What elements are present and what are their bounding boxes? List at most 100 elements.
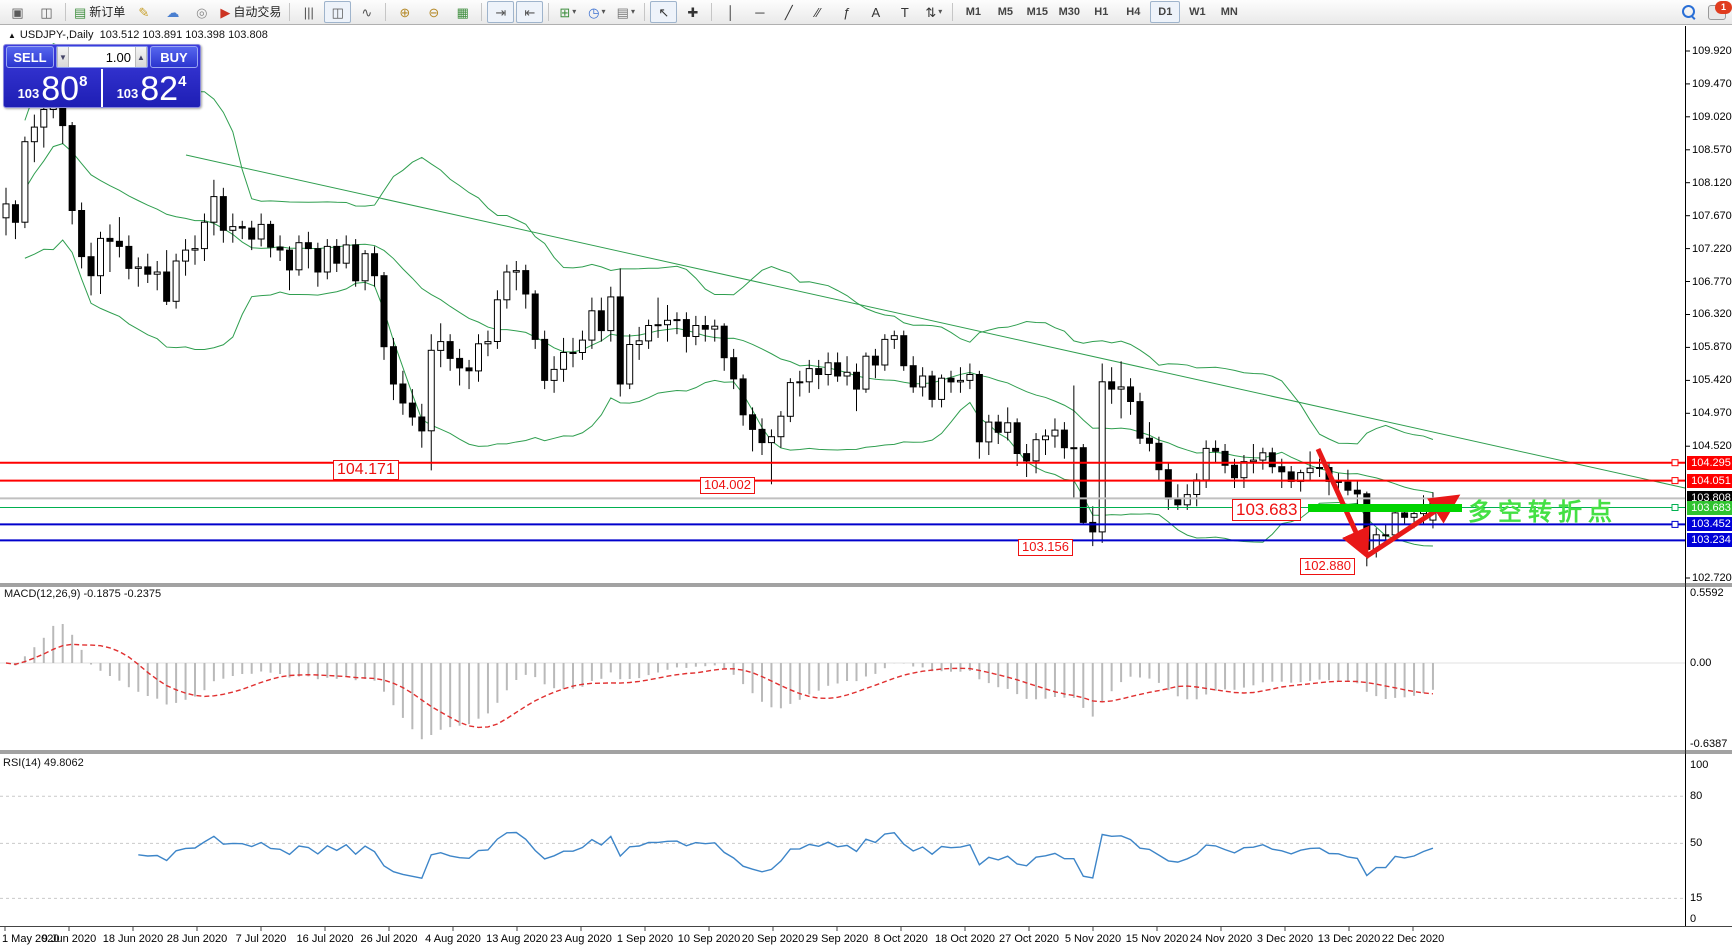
chart-title: ▲ USDJPY-,Daily 103.512 103.891 103.398 1… (8, 29, 268, 41)
date-axis-label: 10 Sep 2020 (677, 933, 741, 945)
sell-price[interactable]: 103 80 8 (4, 69, 103, 107)
vline-tool-button[interactable]: │ (717, 1, 744, 23)
arrows-tool-icon: ⇅ (925, 4, 937, 20)
pivot-note-text[interactable]: 多空转折点 (1468, 499, 1618, 526)
hline-tool-icon: ─ (755, 4, 765, 20)
volume-increase-button[interactable]: ▲ (135, 47, 147, 67)
price-tag[interactable]: 104.002 (700, 477, 755, 494)
indicators-add-icon: ⊞ (559, 4, 571, 20)
channel-tool-icon: ∕∕ (815, 4, 820, 20)
tf-D1-button[interactable]: D1 (1150, 1, 1181, 23)
autotrading-icon: ▶ (220, 4, 231, 20)
date-axis-label: 15 Nov 2020 (1125, 933, 1189, 945)
y-axis-tick: 106.770 (1692, 275, 1732, 288)
tile-windows-button[interactable]: ▦ (449, 1, 476, 23)
indicators-add-caret-icon: ▾ (572, 7, 577, 16)
crosshair-button[interactable]: ✚ (679, 1, 706, 23)
community-button[interactable]: ☁ (159, 1, 186, 23)
tf-H1-button[interactable]: H1 (1094, 5, 1109, 18)
macd-axis-tick: 0.5592 (1690, 587, 1724, 599)
buy-price[interactable]: 103 82 4 (103, 69, 200, 107)
chart-line-icon: ∿ (361, 4, 373, 20)
buy-price-figure: 103 (116, 86, 139, 101)
toolbar-separator (711, 3, 713, 21)
profiles-icon: ◫ (40, 4, 53, 20)
chart-shift-button[interactable]: ⇤ (516, 1, 544, 23)
y-axis-tick: 105.420 (1692, 374, 1732, 387)
pivot-highlight-bar[interactable] (1308, 504, 1462, 512)
y-axis-tick: 109.470 (1692, 77, 1732, 90)
tf-MN-button[interactable]: MN (1220, 5, 1238, 18)
tf-M5-button[interactable]: M5 (997, 5, 1013, 18)
notifications-icon[interactable]: 1 (1708, 0, 1732, 20)
chart-candles-button[interactable]: ◫ (324, 1, 352, 23)
price-axis-label: 103.452 (1687, 517, 1732, 532)
auto-scroll-button[interactable]: ⇥ (487, 1, 515, 23)
tf-M1-button[interactable]: M1 (965, 5, 981, 18)
sell-price-pips: 80 (41, 70, 80, 109)
macd-label: MACD(12,26,9) -0.1875 -0.2375 (4, 588, 162, 600)
signals-button[interactable]: ◎ (188, 1, 215, 23)
new-chart-button[interactable]: ▣ (4, 1, 31, 23)
collapse-icon[interactable]: ▲ (8, 31, 16, 40)
label-tool-icon: T (900, 4, 909, 20)
profiles-button[interactable]: ◫ (33, 1, 60, 23)
date-axis-label: 9 Jun 2020 (41, 933, 97, 945)
y-axis-tick: 109.020 (1692, 110, 1732, 123)
date-axis-label: 27 Oct 2020 (999, 933, 1059, 945)
indicators-add-button[interactable]: ⊞ ▾ (554, 1, 581, 23)
rsi-axis-tick: 80 (1690, 790, 1703, 803)
metaeditor-button[interactable]: ✎ (130, 1, 157, 23)
metaeditor-icon: ✎ (138, 4, 150, 20)
chart-bars-icon: ||| (303, 4, 314, 20)
rsi-label: RSI(14) 49.8062 (3, 757, 84, 769)
cursor-button[interactable]: ↖ (650, 1, 678, 23)
fibonacci-tool-button[interactable]: ƒ (833, 1, 860, 23)
toolbar-separator (481, 3, 483, 21)
tf-M15-button[interactable]: M15 (1026, 5, 1049, 18)
search-icon[interactable] (1682, 5, 1696, 20)
autotrading-button[interactable]: ▶ 自动交易 (217, 1, 284, 23)
tf-H4-button[interactable]: H4 (1126, 5, 1141, 18)
chart-shift-icon: ⇤ (524, 4, 536, 20)
text-tool-button[interactable]: A (862, 1, 889, 23)
arrows-tool-button[interactable]: ⇅ ▾ (920, 1, 947, 23)
volume-input[interactable] (69, 47, 135, 67)
zoom-out-button[interactable]: ⊖ (420, 1, 447, 23)
price-tag[interactable]: 103.683 (1232, 499, 1302, 521)
community-icon: ☁ (166, 4, 180, 20)
price-tag[interactable]: 104.171 (333, 460, 399, 481)
label-tool-button[interactable]: T (891, 1, 918, 23)
new-order-button[interactable]: ▤ 新订单 (71, 1, 128, 23)
new-order-icon: ▤ (74, 4, 87, 20)
chart-bars-button[interactable]: ||| (295, 1, 322, 23)
price-axis-label: 103.683 (1687, 500, 1732, 515)
templates-button[interactable]: ▤ ▾ (612, 1, 639, 23)
arrows-tool-caret-icon: ▾ (938, 7, 943, 16)
toolbar-buttons: ▣ ◫ ▤ 新订单 ✎ ☁ ◎ ▶ 自动交易 ||| ◫ ∿ ⊕ ⊖ ▦ ⇥ ⇤ ⊞ ▾ ◷ ▾ ▤ ▾ ↖ ✚ │ ─ ╱ ∕∕ ƒ A T… (3, 1, 957, 23)
periods-button[interactable]: ◷ ▾ (583, 1, 610, 23)
hline-tool-button[interactable]: ─ (746, 1, 773, 23)
one-click-trading-panel: SELL ▼ ▲ BUY 103 80 8 103 82 4 (3, 44, 201, 108)
date-axis-label: 22 Dec 2020 (1381, 933, 1445, 945)
crosshair-icon: ✚ (687, 4, 699, 20)
timeframe-buttons: M1 M5 M15 M30 H1 H4 D1 W1 MN (957, 1, 1245, 23)
date-axis-label: 3 Dec 2020 (1256, 933, 1314, 945)
tf-W1-button[interactable]: W1 (1189, 5, 1206, 18)
ohlc-values: 103.512 103.891 103.398 103.808 (99, 29, 268, 41)
trendline-tool-button[interactable]: ╱ (775, 1, 802, 23)
tf-M30-button[interactable]: M30 (1058, 5, 1081, 18)
price-tag[interactable]: 103.156 (1018, 539, 1073, 556)
sell-button[interactable]: SELL (6, 46, 54, 68)
buy-button[interactable]: BUY (150, 46, 198, 68)
volume-decrease-button[interactable]: ▼ (57, 47, 69, 67)
channel-tool-button[interactable]: ∕∕ (804, 1, 831, 23)
buy-price-point: 4 (178, 73, 187, 90)
chart-line-button[interactable]: ∿ (353, 1, 380, 23)
toolbar-right: 1 (1682, 0, 1732, 20)
date-axis-label: 23 Aug 2020 (550, 933, 612, 945)
price-tag[interactable]: 102.880 (1300, 558, 1355, 575)
zoom-in-button[interactable]: ⊕ (391, 1, 418, 23)
